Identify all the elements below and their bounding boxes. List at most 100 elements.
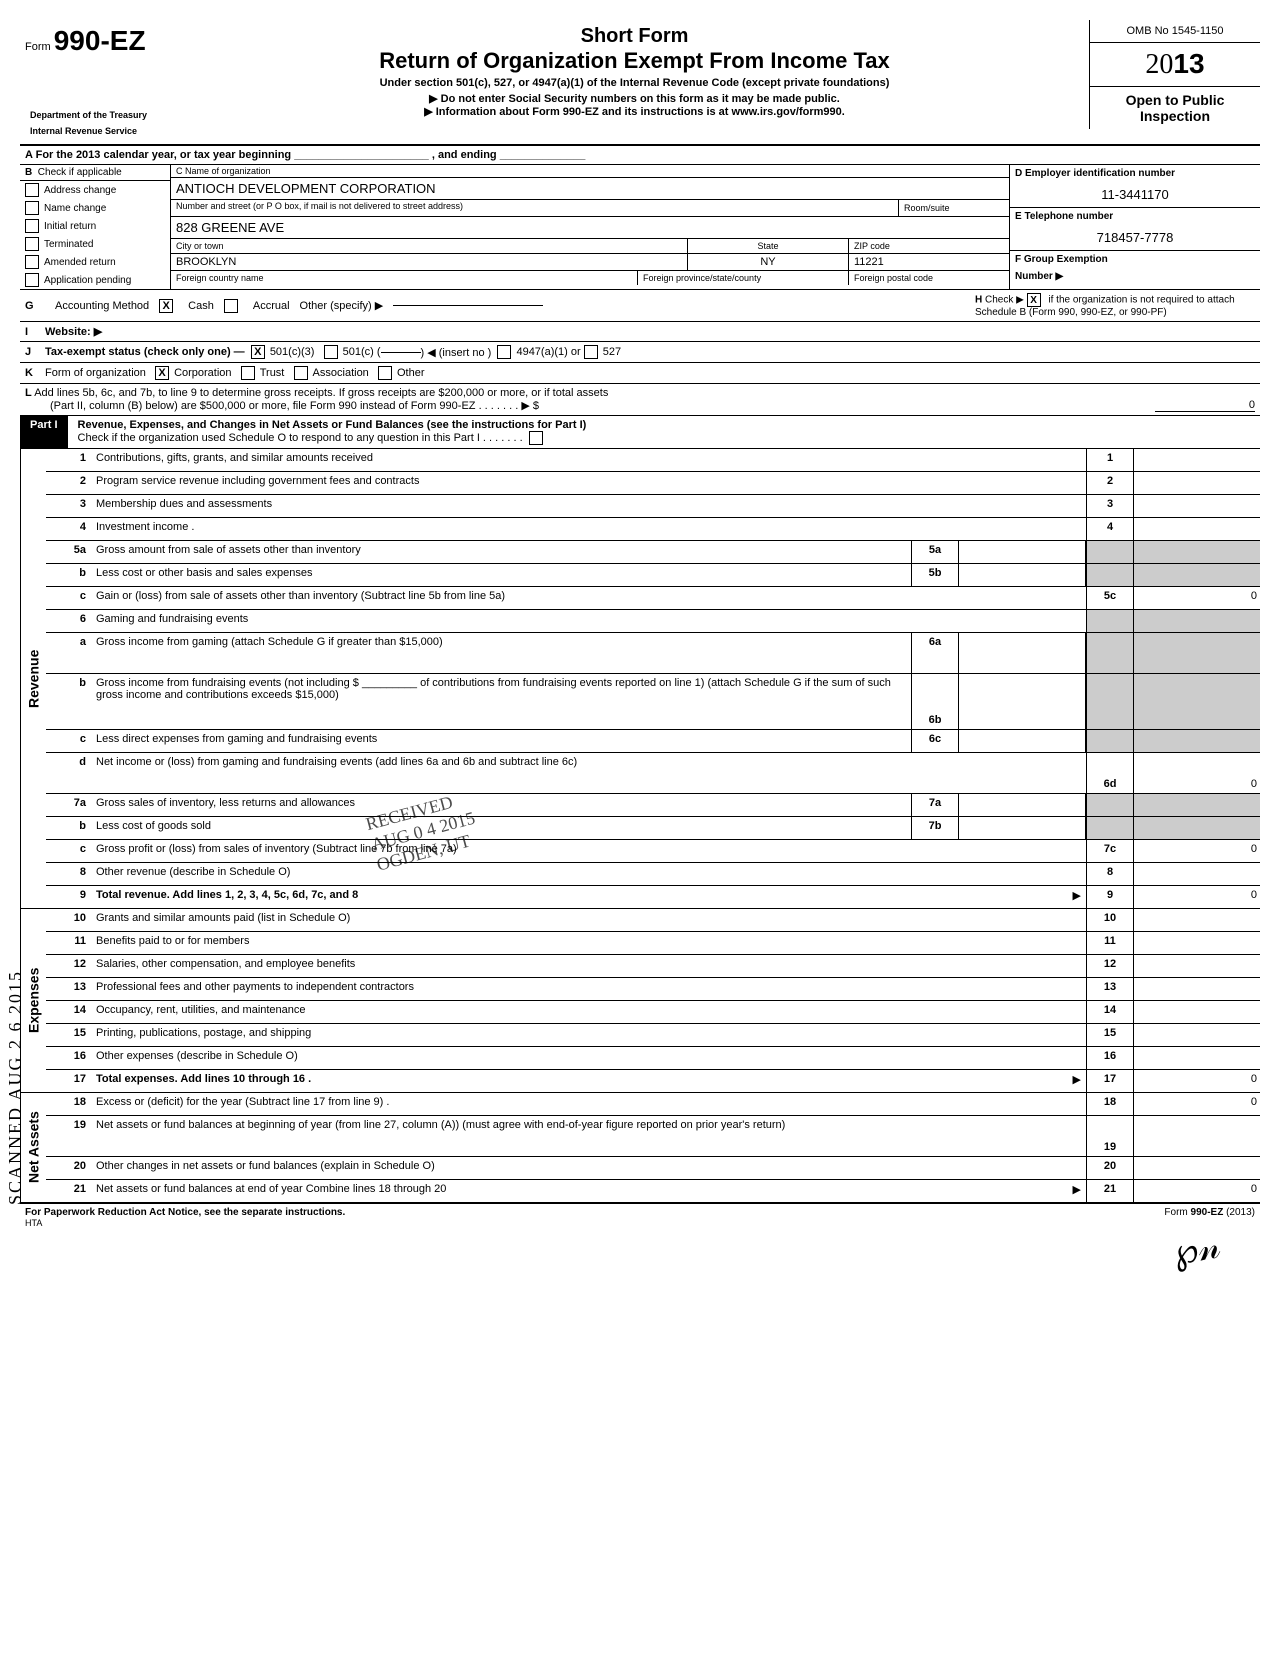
check-corporation[interactable]: X: [155, 366, 169, 380]
subtitle-2: ▶ Do not enter Social Security numbers o…: [185, 92, 1084, 105]
city-value: BROOKLYN: [171, 254, 688, 270]
line-9-desc: Total revenue. Add lines 1, 2, 3, 4, 5c,…: [91, 886, 1086, 908]
line-5c-desc: Gain or (loss) from sale of assets other…: [91, 587, 1086, 609]
501c-label: 501(c) (: [343, 346, 381, 358]
line-6-desc: Gaming and fundraising events: [91, 610, 1086, 632]
check-cash[interactable]: X: [159, 299, 173, 313]
row-a: A For the 2013 calendar year, or tax yea…: [20, 146, 1260, 165]
line-19-desc: Net assets or fund balances at beginning…: [91, 1116, 1086, 1156]
corp-label: Corporation: [174, 367, 231, 379]
line-13-desc: Professional fees and other payments to …: [91, 978, 1086, 1000]
org-name-label: C Name of organization: [171, 165, 1009, 178]
footer: For Paperwork Reduction Act Notice, see …: [20, 1204, 1260, 1231]
l-value: 0: [1155, 399, 1255, 412]
check-trust[interactable]: [241, 366, 255, 380]
check-other-org[interactable]: [378, 366, 392, 380]
room-label: Room/suite: [904, 203, 950, 213]
row-j: J Tax-exempt status (check only one) — X…: [20, 342, 1260, 363]
omb-number: OMB No 1545-1150: [1090, 20, 1260, 43]
part1-label: Part I: [20, 416, 68, 448]
line-7c-desc: Gross profit or (loss) from sales of inv…: [91, 840, 1086, 862]
paperwork-notice: For Paperwork Reduction Act Notice, see …: [25, 1207, 345, 1218]
right-header-box: OMB No 1545-1150 2013 Open to Public Ins…: [1089, 20, 1260, 129]
check-527[interactable]: [584, 345, 598, 359]
check-501c3[interactable]: X: [251, 345, 265, 359]
line-1-desc: Contributions, gifts, grants, and simila…: [91, 449, 1086, 471]
other-org-label: Other: [397, 367, 425, 379]
check-name-change[interactable]: Name change: [20, 199, 170, 217]
line-4-desc: Investment income .: [91, 518, 1086, 540]
line-17-desc: Total expenses. Add lines 10 through 16 …: [91, 1070, 1086, 1092]
foreign-country-label: Foreign country name: [171, 271, 638, 285]
line-7b-desc: Less cost of goods sold: [91, 817, 911, 839]
form-header: Form 990-EZ Department of the Treasury I…: [20, 20, 1260, 146]
part1-header: Part I Revenue, Expenses, and Changes in…: [20, 416, 1260, 449]
line-18-desc: Excess or (deficit) for the year (Subtra…: [91, 1093, 1086, 1115]
check-initial-return[interactable]: Initial return: [20, 217, 170, 235]
foreign-postal-label: Foreign postal code: [849, 271, 1009, 285]
l-line2: (Part II, column (B) below) are $500,000…: [50, 399, 1155, 412]
short-form-label: Short Form: [185, 25, 1084, 48]
column-d-e-f: D Employer identification number 11-3441…: [1010, 165, 1260, 289]
line-7a-desc: Gross sales of inventory, less returns a…: [91, 794, 911, 816]
zip-label: ZIP code: [849, 239, 1009, 253]
ein-label: D Employer identification number: [1010, 165, 1260, 182]
revenue-section: Revenue 1Contributions, gifts, grants, a…: [20, 449, 1260, 909]
line-6d-desc: Net income or (loss) from gaming and fun…: [91, 753, 1086, 793]
group-exemption-number: Number ▶: [1010, 268, 1260, 285]
part1-check-text: Check if the organization used Schedule …: [78, 432, 523, 444]
main-info-block: B Check if applicable Address change Nam…: [20, 165, 1260, 290]
check-501c[interactable]: [324, 345, 338, 359]
form-number-box: Form 990-EZ Department of the Treasury I…: [20, 20, 180, 144]
group-exemption-label: F Group Exemption: [1010, 251, 1260, 268]
netassets-lines: 18Excess or (deficit) for the year (Subt…: [46, 1093, 1260, 1202]
line-5b-desc: Less cost or other basis and sales expen…: [91, 564, 911, 586]
revenue-lines: 1Contributions, gifts, grants, and simil…: [46, 449, 1260, 908]
part1-title-wrap: Revenue, Expenses, and Changes in Net As…: [68, 416, 1260, 448]
inspection-label: Inspection: [1095, 108, 1255, 124]
check-terminated[interactable]: Terminated: [20, 235, 170, 253]
b-header: Check if applicable: [38, 167, 122, 178]
check-amended[interactable]: Amended return: [20, 253, 170, 271]
scanned-stamp: SCANNED AUG 2 6 2015: [5, 970, 26, 1205]
line-3-desc: Membership dues and assessments: [91, 495, 1086, 517]
other-specify-label: Other (specify) ▶: [300, 299, 384, 312]
street-label: Number and street (or P O box, if mail i…: [171, 200, 898, 212]
line-12-desc: Salaries, other compensation, and employ…: [91, 955, 1086, 977]
signature: ℘𝓃: [1169, 1224, 1223, 1275]
line-6b-desc: Gross income from fundraising events (no…: [91, 674, 911, 729]
expenses-lines: 10Grants and similar amounts paid (list …: [46, 909, 1260, 1092]
assoc-label: Association: [313, 367, 369, 379]
phone-label: E Telephone number: [1010, 208, 1260, 225]
state-label: State: [688, 239, 849, 253]
trust-label: Trust: [260, 367, 285, 379]
check-4947[interactable]: [497, 345, 511, 359]
title-box: Short Form Return of Organization Exempt…: [180, 20, 1089, 123]
check-association[interactable]: [294, 366, 308, 380]
cash-label: Cash: [188, 300, 214, 312]
column-b: B Check if applicable Address change Nam…: [20, 165, 171, 289]
form-org-label: Form of organization: [45, 367, 146, 379]
4947-label: 4947(a)(1) or: [516, 346, 580, 358]
line-11-desc: Benefits paid to or for members: [91, 932, 1086, 954]
check-schedule-b[interactable]: X: [1027, 293, 1041, 307]
insert-no-label: ) ◀ (insert no ): [421, 346, 492, 359]
check-accrual[interactable]: [224, 299, 238, 313]
line-16-desc: Other expenses (describe in Schedule O): [91, 1047, 1086, 1069]
column-c: C Name of organization ANTIOCH DEVELOPME…: [171, 165, 1010, 289]
line-5a-desc: Gross amount from sale of assets other t…: [91, 541, 911, 563]
form-page: Form 990-EZ Department of the Treasury I…: [20, 20, 1260, 1231]
check-pending[interactable]: Application pending: [20, 271, 170, 289]
org-name: ANTIOCH DEVELOPMENT CORPORATION: [171, 178, 1009, 199]
line-20-desc: Other changes in net assets or fund bala…: [91, 1157, 1086, 1179]
row-a-text: For the 2013 calendar year, or tax year …: [36, 149, 586, 161]
line-6c-desc: Less direct expenses from gaming and fun…: [91, 730, 911, 752]
line-14-desc: Occupancy, rent, utilities, and maintena…: [91, 1001, 1086, 1023]
accounting-method-label: Accounting Method: [55, 300, 149, 312]
revenue-label: Revenue: [20, 449, 46, 908]
check-address-change[interactable]: Address change: [20, 181, 170, 199]
501c3-label: 501(c)(3): [270, 346, 315, 358]
state-value: NY: [688, 254, 849, 270]
check-schedule-o[interactable]: [529, 431, 543, 445]
expenses-section: Expenses 10Grants and similar amounts pa…: [20, 909, 1260, 1093]
